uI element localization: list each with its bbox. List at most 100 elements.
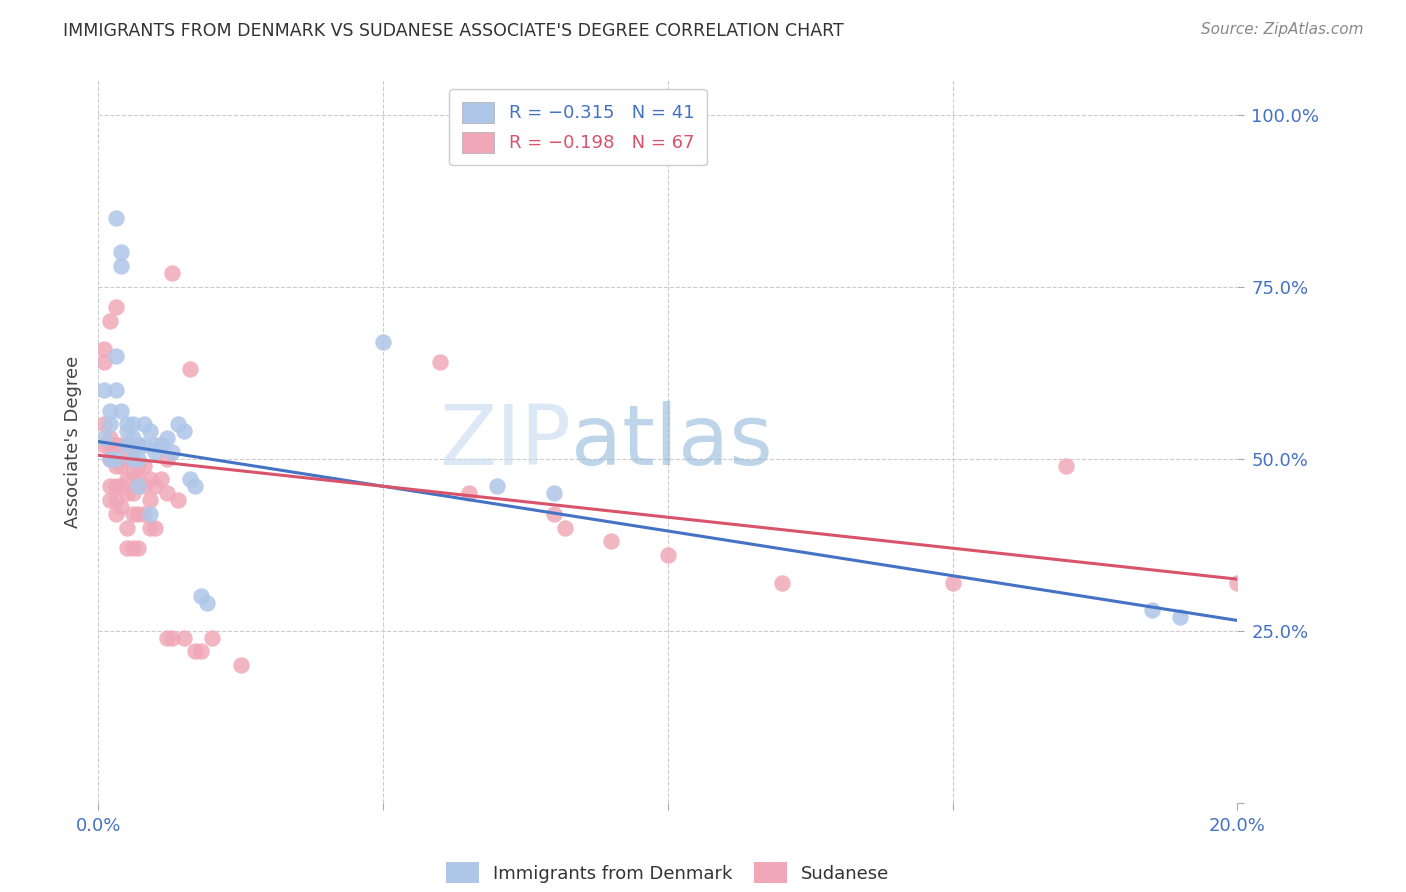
Point <box>121 417 143 432</box>
Point <box>93 431 115 445</box>
Point <box>93 355 115 369</box>
Point <box>600 534 623 549</box>
Point <box>127 479 149 493</box>
Point <box>173 631 195 645</box>
Point <box>132 507 155 521</box>
Point <box>543 486 565 500</box>
Point <box>93 438 115 452</box>
Point <box>145 445 167 459</box>
Point <box>1056 458 1078 473</box>
Point <box>98 403 121 417</box>
Point <box>110 500 132 514</box>
Point <box>98 314 121 328</box>
Point <box>104 383 127 397</box>
Point <box>156 431 179 445</box>
Point <box>115 520 138 534</box>
Point <box>1226 575 1249 590</box>
Point <box>486 479 509 493</box>
Point <box>201 631 224 645</box>
Point <box>162 266 184 280</box>
Point <box>115 451 138 466</box>
Point <box>132 438 155 452</box>
Point <box>132 417 155 432</box>
Point <box>104 507 127 521</box>
Point <box>98 438 121 452</box>
Point <box>121 466 143 480</box>
Point <box>115 472 138 486</box>
Point <box>156 486 179 500</box>
Point <box>138 493 160 508</box>
Point <box>104 479 127 493</box>
Point <box>145 438 167 452</box>
Point <box>110 245 132 260</box>
Point <box>195 596 218 610</box>
Point <box>156 451 179 466</box>
Point <box>127 458 149 473</box>
Point <box>138 520 160 534</box>
Point <box>98 493 121 508</box>
Text: Source: ZipAtlas.com: Source: ZipAtlas.com <box>1201 22 1364 37</box>
Point <box>115 417 138 432</box>
Point <box>554 520 576 534</box>
Point <box>127 438 149 452</box>
Point <box>104 451 127 466</box>
Point <box>115 541 138 556</box>
Point <box>145 520 167 534</box>
Point <box>110 259 132 273</box>
Point <box>121 541 143 556</box>
Point <box>98 431 121 445</box>
Point <box>110 438 132 452</box>
Point <box>132 458 155 473</box>
Point <box>127 507 149 521</box>
Point <box>121 451 143 466</box>
Point <box>145 479 167 493</box>
Point <box>110 458 132 473</box>
Point <box>121 486 143 500</box>
Point <box>93 383 115 397</box>
Point <box>93 342 115 356</box>
Point <box>150 472 173 486</box>
Point <box>110 479 132 493</box>
Point <box>229 658 252 673</box>
Point <box>127 541 149 556</box>
Point <box>543 507 565 521</box>
Point <box>115 486 138 500</box>
Point <box>104 301 127 315</box>
Point <box>127 451 149 466</box>
Point <box>104 458 127 473</box>
Point <box>138 472 160 486</box>
Point <box>156 631 179 645</box>
Point <box>150 438 173 452</box>
Y-axis label: Associate's Degree: Associate's Degree <box>63 355 82 528</box>
Point <box>167 417 190 432</box>
Point <box>173 424 195 438</box>
Point <box>184 644 207 658</box>
Point <box>110 403 132 417</box>
Point <box>429 355 451 369</box>
Point <box>104 349 127 363</box>
Point <box>184 479 207 493</box>
Point <box>121 438 143 452</box>
Point <box>373 334 395 349</box>
Point <box>162 631 184 645</box>
Text: IMMIGRANTS FROM DENMARK VS SUDANESE ASSOCIATE'S DEGREE CORRELATION CHART: IMMIGRANTS FROM DENMARK VS SUDANESE ASSO… <box>63 22 844 40</box>
Point <box>98 451 121 466</box>
Point <box>190 644 212 658</box>
Point <box>132 479 155 493</box>
Point <box>104 493 127 508</box>
Point <box>98 417 121 432</box>
Legend: Immigrants from Denmark, Sudanese: Immigrants from Denmark, Sudanese <box>436 852 900 892</box>
Text: ZIP: ZIP <box>439 401 571 482</box>
Point <box>179 472 201 486</box>
Point <box>127 472 149 486</box>
Point <box>162 445 184 459</box>
Point <box>104 211 127 225</box>
Point <box>93 417 115 432</box>
Point <box>457 486 479 500</box>
Point <box>770 575 793 590</box>
Point <box>98 479 121 493</box>
Point <box>150 438 173 452</box>
Point <box>138 424 160 438</box>
Point <box>179 362 201 376</box>
Point <box>98 451 121 466</box>
